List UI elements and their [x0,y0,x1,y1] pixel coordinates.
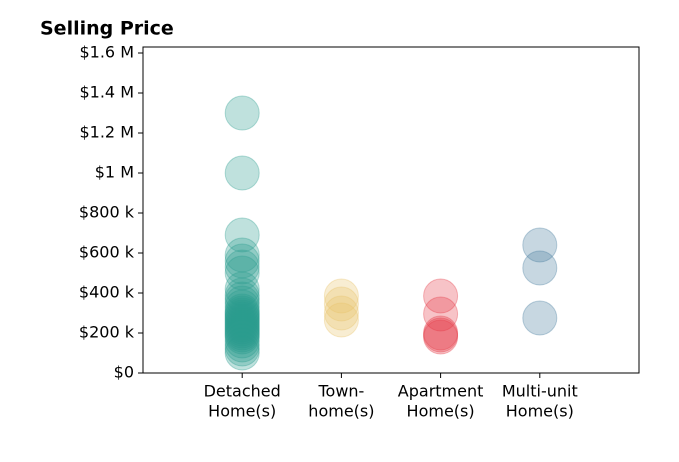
x-tick-label: home(s) [308,402,374,421]
point [224,303,260,339]
point [224,327,260,363]
point [224,237,260,273]
y-tick-label: $1.6 M [79,43,134,62]
point [224,301,260,337]
point [224,271,260,307]
point [423,317,459,353]
x-tick-label: Home(s) [208,402,276,421]
point [224,277,260,313]
y-tick-label: $800 k [79,203,135,222]
point [323,278,359,314]
point [224,249,260,285]
x-tick-label: Home(s) [407,402,475,421]
point [224,315,260,351]
chart-title: Selling Price [40,18,174,40]
point [224,217,260,253]
y-tick-label: $400 k [79,283,135,302]
x-tick-label: Detached [204,382,281,401]
point [224,289,260,325]
y-tick-label: $600 k [79,243,135,262]
x-tick-label: Home(s) [506,402,574,421]
point [423,296,459,332]
point [224,331,260,367]
point [224,243,260,279]
point [224,297,260,333]
point [224,295,260,331]
point [224,285,260,321]
point [323,295,359,331]
point [323,286,359,322]
point [224,307,260,343]
plot-frame [142,46,640,374]
point [224,313,260,349]
point [224,155,260,191]
point [224,311,260,347]
point [224,299,260,335]
point [423,315,459,351]
x-tick-label: Apartment [398,382,484,401]
point [224,317,260,353]
point [224,293,260,329]
y-tick-label: $1.2 M [79,123,134,142]
point [224,255,260,291]
x-tick-label: Town- [317,382,364,401]
y-tick-label: $200 k [79,323,135,342]
point [224,335,260,371]
y-tick-label: $0 [114,363,134,382]
point [423,319,459,355]
point [224,309,260,345]
point [522,250,558,286]
point [224,281,260,317]
x-tick-label: Multi-unit [502,382,578,401]
point [423,278,459,314]
point [224,319,260,355]
point [224,323,260,359]
point [323,302,359,338]
point [522,227,558,263]
y-tick-label: $1 M [95,163,134,182]
point [522,300,558,336]
point [224,95,260,131]
point [224,305,260,341]
y-tick-label: $1.4 M [79,83,134,102]
